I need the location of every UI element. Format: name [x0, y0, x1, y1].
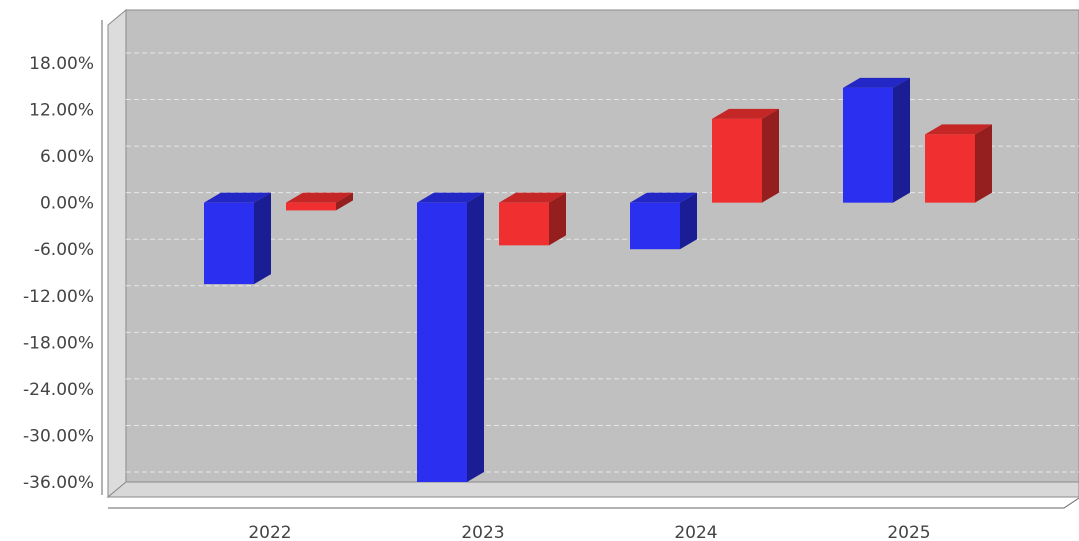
y-tick-label: 0.00% — [40, 194, 94, 214]
bars — [204, 77, 992, 482]
chart-floor — [106, 481, 1079, 498]
x-axis-line — [108, 497, 1079, 509]
y-tick-label: 6.00% — [40, 147, 94, 167]
bar — [286, 192, 353, 211]
bar — [843, 77, 910, 203]
bar — [499, 192, 566, 246]
x-tick-label: 2022 — [248, 523, 291, 541]
x-tick-label: 2023 — [461, 523, 504, 541]
y-tick-label: 12.00% — [29, 101, 94, 121]
bar — [925, 124, 992, 203]
y-tick-label: -18.00% — [23, 333, 94, 353]
chart-left-wall — [107, 8, 127, 499]
gridlines — [126, 52, 1079, 473]
x-tick-label: 2024 — [674, 523, 717, 541]
x-tick-label: 2025 — [887, 523, 930, 541]
y-tick-label: -6.00% — [34, 240, 94, 260]
y-tick-label: -36.00% — [23, 473, 94, 493]
plot-area — [125, 9, 1079, 483]
y-tick-label: -24.00% — [23, 380, 94, 400]
bar — [204, 192, 271, 285]
y-axis-tick-labels: 18.00% 12.00% 6.00% 0.00% -6.00% -12.00% -18.0… — [23, 54, 94, 493]
x-axis-tick-labels: 2022 2023 2024 2025 — [248, 523, 930, 541]
bar — [630, 192, 697, 250]
y-tick-label: 18.00% — [29, 54, 94, 74]
bar — [417, 192, 484, 482]
y-tick-label: -30.00% — [23, 426, 94, 446]
bar — [712, 108, 779, 203]
y-tick-label: -12.00% — [23, 287, 94, 307]
